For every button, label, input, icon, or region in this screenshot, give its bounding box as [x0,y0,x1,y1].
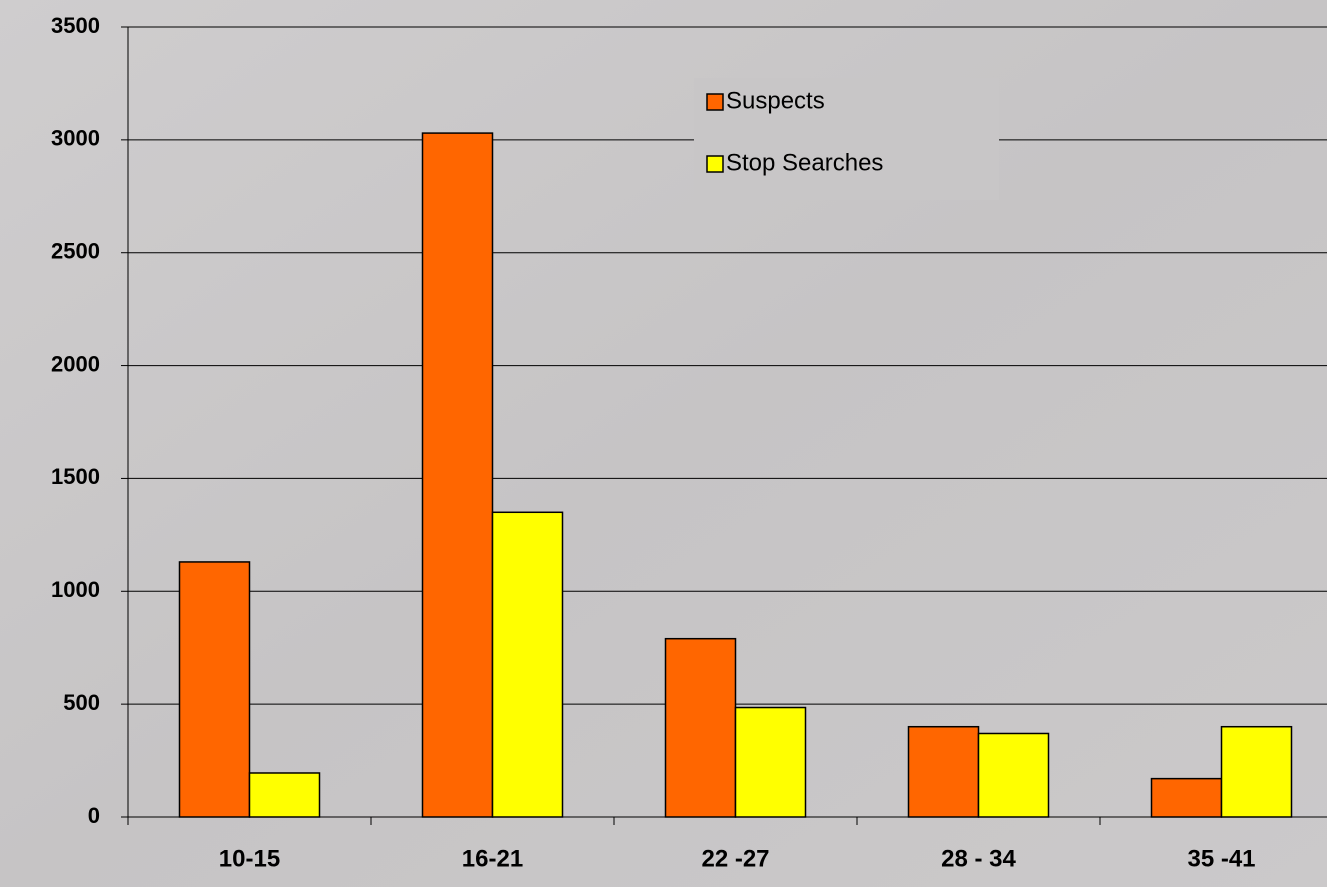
y-tick-label: 2000 [51,351,100,376]
bar [1220,725,1293,818]
y-tick-label: 2500 [51,239,100,264]
bar [491,511,564,818]
bar [248,772,321,818]
x-tick-label: 28 - 34 [941,845,1016,872]
legend-swatch [706,93,724,111]
bar [734,706,807,818]
bar [907,725,980,818]
y-tick-label: 3500 [51,13,100,38]
bar [977,732,1050,818]
x-tick-label: 10-15 [219,845,280,872]
legend-swatch [706,155,724,173]
y-tick-label: 3000 [51,126,100,151]
bar [1150,777,1223,818]
x-tick-label: 22 -27 [701,845,769,872]
legend: Suspects Stop Searches [694,78,999,200]
y-tick-label: 500 [63,690,100,715]
legend-box [694,78,999,200]
y-tick-label: 1500 [51,464,100,489]
y-tick-label: 0 [88,803,100,828]
bar [664,637,737,818]
y-tick-label: 1000 [51,577,100,602]
x-tick-label: 16-21 [462,845,523,872]
legend-label: Stop Searches [726,149,883,176]
legend-label: Suspects [726,87,825,114]
bar [178,561,251,818]
bars: 10-15 16-21 22 -27 28 - 34 35 -41 [178,132,1293,872]
bar [421,132,494,818]
x-tick-label: 35 -41 [1187,845,1255,872]
